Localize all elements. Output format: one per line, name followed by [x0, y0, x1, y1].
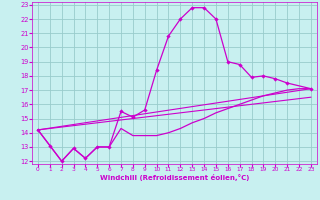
- X-axis label: Windchill (Refroidissement éolien,°C): Windchill (Refroidissement éolien,°C): [100, 174, 249, 181]
